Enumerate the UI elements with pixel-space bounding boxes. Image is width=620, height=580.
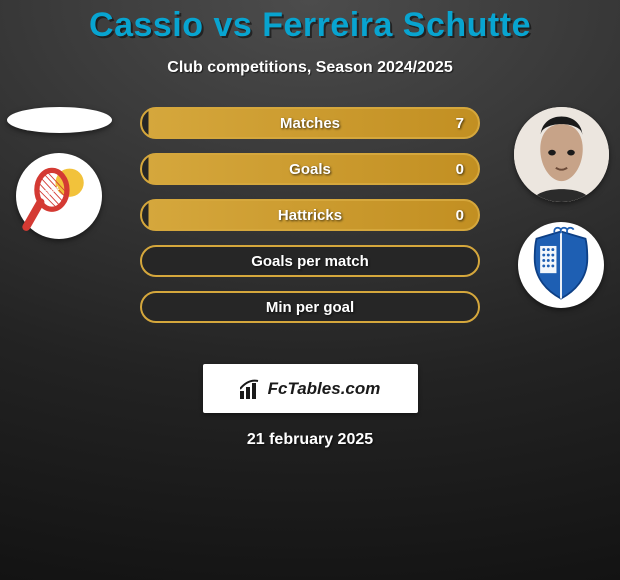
player-right-column xyxy=(506,107,616,308)
stat-bars: Matches 7 Goals 0 Hattricks 0 Goals per … xyxy=(140,107,480,323)
player-left-column: Sport xyxy=(4,107,114,239)
stat-label: Hattricks xyxy=(278,207,342,224)
player-right-avatar xyxy=(514,107,609,202)
brand-text: FcTables.com xyxy=(268,379,381,399)
club-left-badge: Sport xyxy=(16,153,102,239)
stat-value-right: 0 xyxy=(456,161,464,178)
stat-row-hattricks: Hattricks 0 xyxy=(140,199,480,231)
stat-row-goals-per-match: Goals per match xyxy=(140,245,480,277)
shield-icon xyxy=(522,226,600,304)
page-subtitle: Club competitions, Season 2024/2025 xyxy=(0,59,620,77)
stat-value-right: 0 xyxy=(456,207,464,224)
stat-row-min-per-goal: Min per goal xyxy=(140,291,480,323)
comparison-panel: Sport xyxy=(0,107,620,342)
racket-ball-icon: Sport xyxy=(21,158,97,234)
stat-label: Goals xyxy=(289,161,331,178)
bars-chart-icon xyxy=(240,379,262,399)
stat-value-right: 7 xyxy=(456,115,464,132)
date-text: 21 february 2025 xyxy=(0,431,620,449)
stat-row-matches: Matches 7 xyxy=(140,107,480,139)
page-title: Cassio vs Ferreira Schutte xyxy=(0,0,620,45)
face-icon xyxy=(514,107,609,202)
stat-label: Min per goal xyxy=(266,299,354,316)
player-left-avatar xyxy=(7,107,112,133)
stat-row-goals: Goals 0 xyxy=(140,153,480,185)
brand-badge: FcTables.com xyxy=(203,364,418,413)
club-right-badge xyxy=(518,222,604,308)
stat-label: Matches xyxy=(280,115,340,132)
stat-label: Goals per match xyxy=(251,253,369,270)
